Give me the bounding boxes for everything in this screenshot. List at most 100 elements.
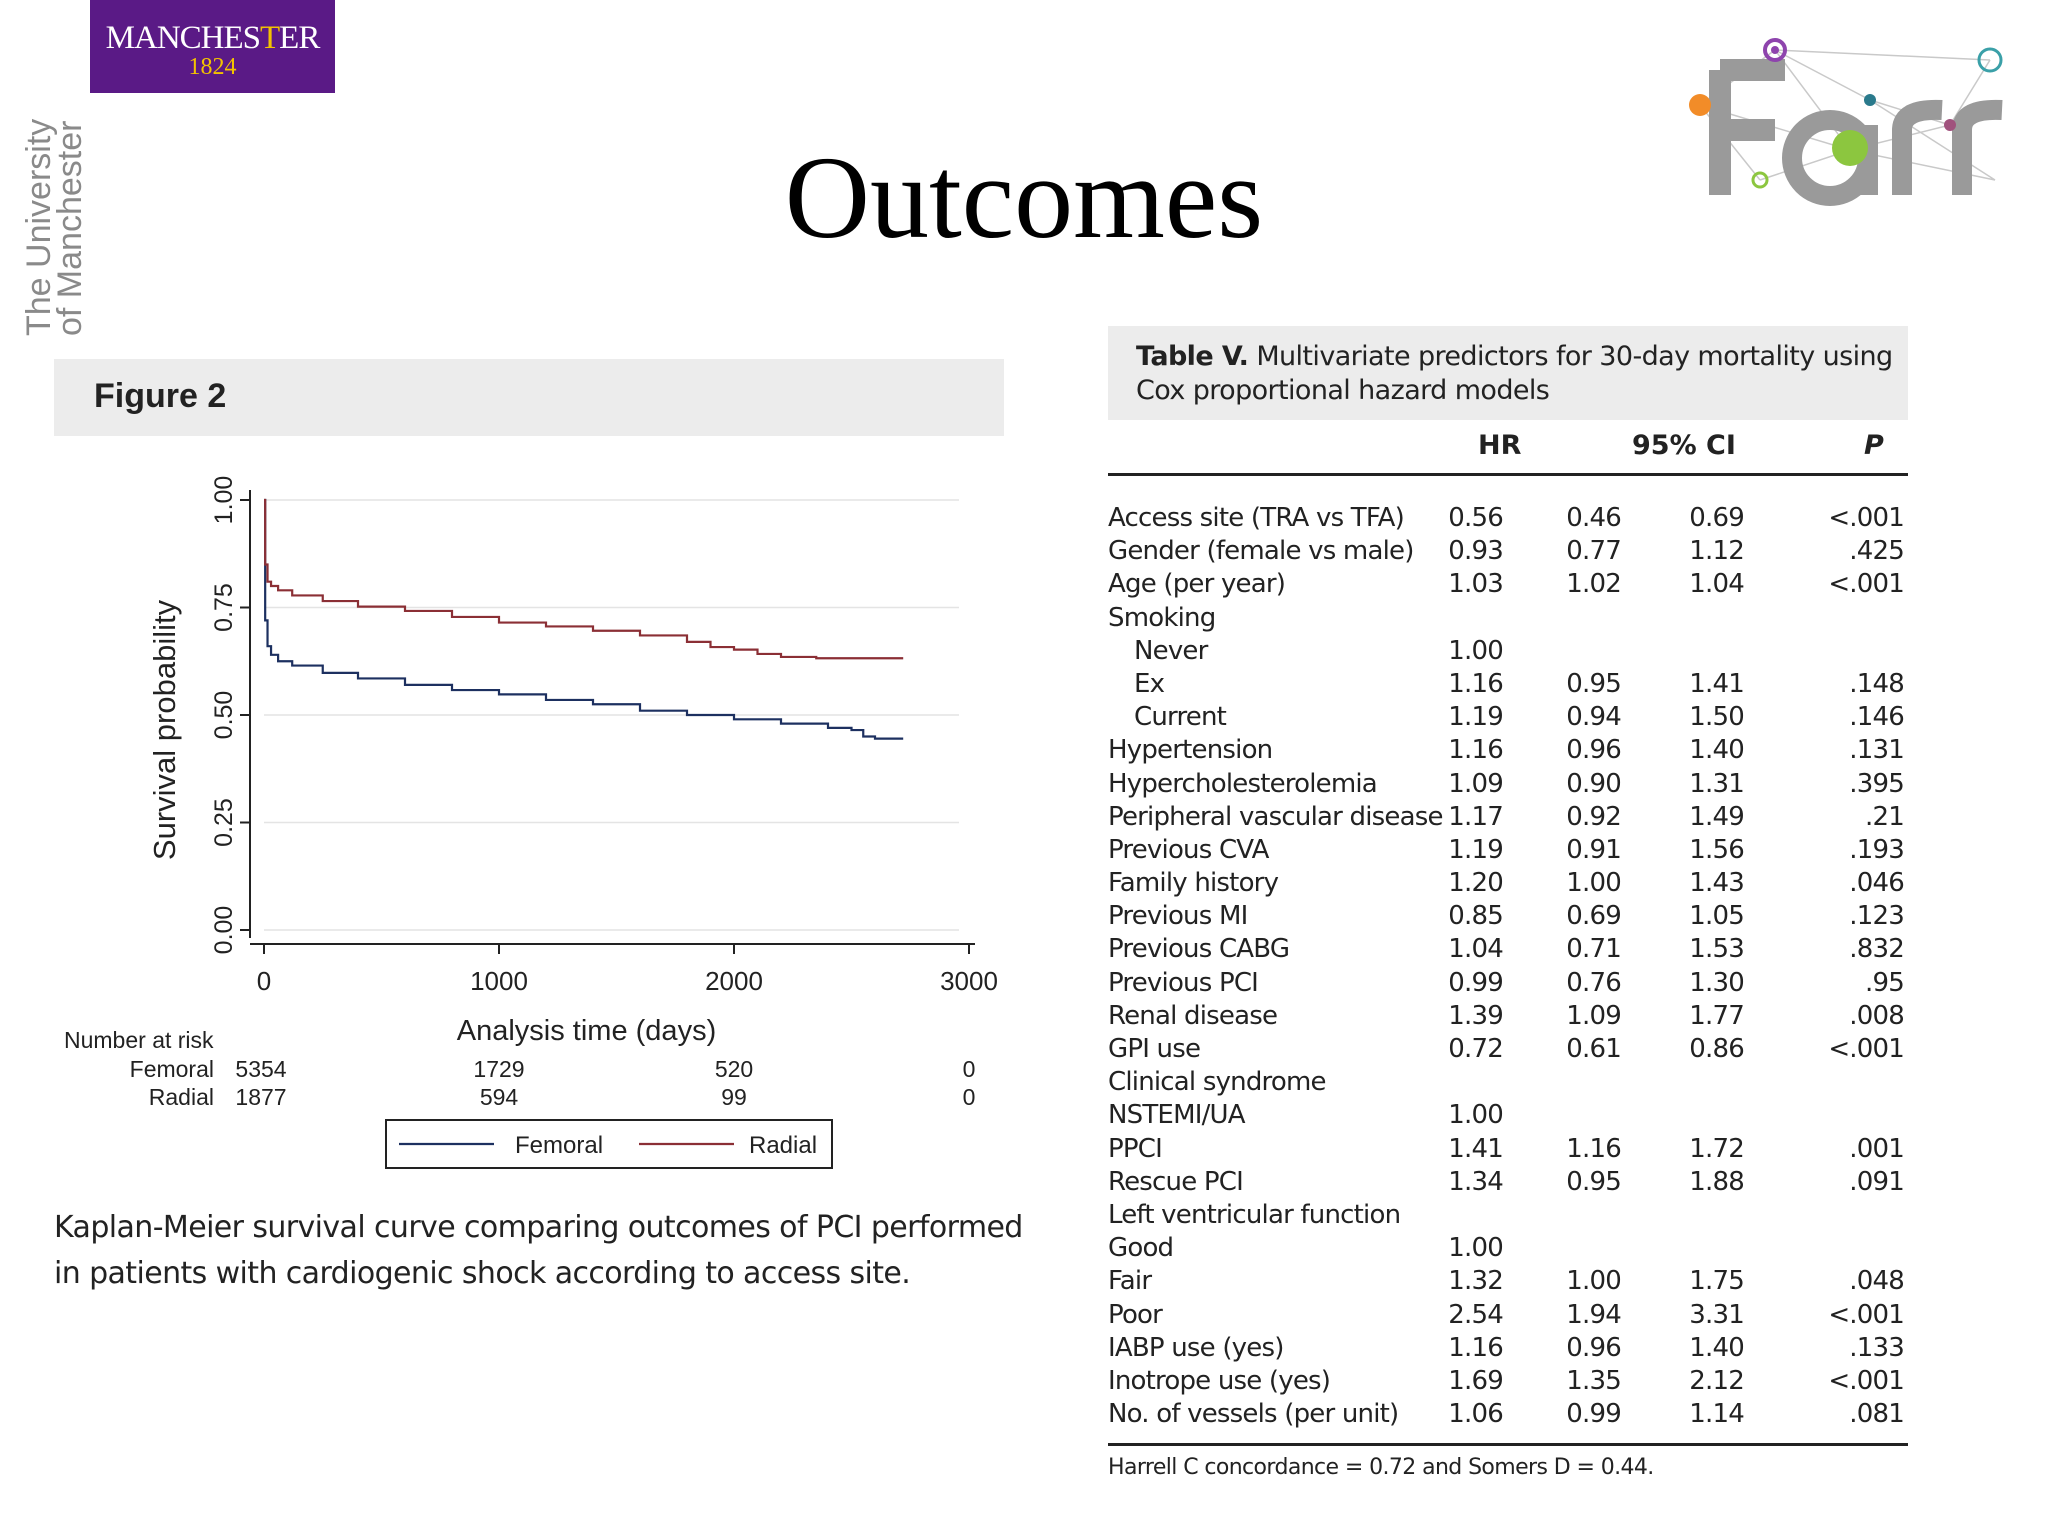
row-hr: 1.00 <box>1448 1100 1504 1131</box>
row-hr: 0.56 <box>1448 503 1504 533</box>
row-label: Ex <box>1134 668 1165 699</box>
row-ci-upper: 1.75 <box>1689 1266 1745 1297</box>
row-hr: 1.19 <box>1448 834 1504 865</box>
row-hr: 1.19 <box>1448 702 1504 733</box>
row-ci-lower: 0.77 <box>1566 536 1622 567</box>
row-label: Peripheral vascular disease <box>1108 801 1443 832</box>
row-p-value: .148 <box>1849 668 1905 699</box>
row-label: Previous MI <box>1108 901 1248 932</box>
row-hr: 1.32 <box>1448 1266 1504 1297</box>
table-label: Table V. <box>1136 341 1249 372</box>
row-ci-upper: 0.86 <box>1689 1034 1745 1064</box>
row-p-value: .395 <box>1849 768 1905 799</box>
row-hr: 1.39 <box>1448 1000 1504 1031</box>
row-ci-lower: 1.09 <box>1566 1000 1622 1031</box>
row-ci-lower: 1.94 <box>1566 1299 1622 1330</box>
row-label: Renal disease <box>1108 1000 1278 1031</box>
table-row: Hypercholesterolemia 1.09 0.90 1.31 .395 <box>1108 768 1908 801</box>
slide-title: Outcomes <box>784 132 1264 263</box>
row-hr: 1.69 <box>1448 1365 1504 1396</box>
table-row: Fair 1.32 1.00 1.75 .048 <box>1108 1265 1908 1298</box>
row-hr: 1.16 <box>1448 735 1504 766</box>
series-line-radial <box>264 498 904 660</box>
row-hr: 1.04 <box>1448 934 1504 965</box>
x-axis-title: Analysis time (days) <box>457 1015 716 1047</box>
row-ci-upper: 2.12 <box>1689 1365 1745 1396</box>
row-hr: 0.85 <box>1448 901 1504 932</box>
row-ci-lower: 0.99 <box>1566 1399 1622 1430</box>
row-ci-upper: 1.41 <box>1689 668 1745 699</box>
x-tick-label: 3000 <box>940 966 998 996</box>
row-ci-lower: 1.00 <box>1566 1266 1622 1297</box>
row-label: Hypercholesterolemia <box>1108 768 1378 799</box>
row-ci-lower: 0.95 <box>1566 1166 1622 1197</box>
row-ci-lower: 0.91 <box>1566 834 1622 865</box>
row-hr: 0.99 <box>1448 967 1504 998</box>
row-p-value: .133 <box>1849 1332 1905 1363</box>
table-row: Smoking <box>1108 602 1908 635</box>
table-row: Peripheral vascular disease 1.17 0.92 1.49.… <box>1108 801 1908 834</box>
table-footnote: Harrell C concordance = 0.72 and Somers … <box>1108 1455 1654 1480</box>
row-hr: 0.93 <box>1448 536 1504 567</box>
row-ci-upper: 1.50 <box>1689 702 1745 733</box>
row-p-value: .131 <box>1849 735 1905 766</box>
figure-label: Figure 2 <box>94 377 227 415</box>
row-ci-lower: 0.96 <box>1566 735 1622 766</box>
row-label: PPCI <box>1108 1133 1163 1164</box>
row-p-value: .123 <box>1849 901 1905 932</box>
row-p-value: <.001 <box>1828 569 1904 600</box>
risk-count: 0 <box>963 1056 976 1082</box>
x-tick-label: 0 <box>257 966 271 996</box>
row-label: Previous PCI <box>1108 967 1259 998</box>
row-hr: 1.09 <box>1448 768 1504 799</box>
row-ci-upper: 3.31 <box>1689 1299 1745 1330</box>
row-ci-lower: 0.46 <box>1566 503 1622 533</box>
table-body: Access site (TRA vs TFA) 0.56 0.46 0.69 <.00… <box>1108 502 1908 1431</box>
y-axis-title: Survival probability <box>147 599 182 860</box>
risk-count: 1877 <box>235 1084 286 1110</box>
row-ci-upper: 1.77 <box>1689 1000 1745 1031</box>
row-ci-upper: 1.12 <box>1689 536 1745 567</box>
row-p-value: <.001 <box>1828 503 1904 533</box>
series-line-femoral <box>264 498 904 740</box>
y-tick-label: 0.00 <box>210 906 238 955</box>
x-tick-label: 2000 <box>705 966 763 996</box>
row-ci-upper: 1.05 <box>1689 901 1745 932</box>
row-p-value: .832 <box>1849 934 1905 965</box>
legend-label-femoral: Femoral <box>515 1132 603 1159</box>
risk-count: 1729 <box>473 1056 524 1082</box>
row-label: Inotrope use (yes) <box>1108 1365 1331 1396</box>
row-ci-upper: 1.40 <box>1689 1332 1745 1363</box>
row-label: Smoking <box>1108 602 1216 633</box>
risk-count: 5354 <box>235 1056 286 1082</box>
risk-count: 520 <box>715 1056 753 1082</box>
university-logo: MANCHESTER 1824 <box>90 0 335 93</box>
row-label: Good <box>1108 1233 1174 1264</box>
table-row: Gender (female vs male) 0.93 0.77 1.12 .425 <box>1108 535 1908 568</box>
row-label: Never <box>1134 635 1208 666</box>
row-hr: 1.03 <box>1448 569 1504 600</box>
row-ci-lower: 1.00 <box>1566 868 1622 899</box>
row-p-value: .046 <box>1849 868 1905 899</box>
row-hr: 1.41 <box>1448 1133 1504 1164</box>
table-row: Poor 2.54 1.94 3.31 <.001 <box>1108 1299 1908 1332</box>
row-p-value: .193 <box>1849 834 1905 865</box>
row-label: Fair <box>1108 1266 1152 1297</box>
row-hr: 1.16 <box>1448 668 1504 699</box>
table-row: Previous CABG 1.04 0.71 1.53 .832 <box>1108 933 1908 966</box>
table-row: IABP use (yes) 1.16 0.96 1.40 .133 <box>1108 1332 1908 1365</box>
table-top-rule <box>1108 473 1908 476</box>
row-ci-lower: 0.96 <box>1566 1332 1622 1363</box>
row-ci-upper: 1.40 <box>1689 735 1745 766</box>
y-tick-label: 1.00 <box>210 476 238 525</box>
row-label: Age (per year) <box>1108 569 1286 600</box>
row-label: IABP use (yes) <box>1108 1332 1284 1363</box>
row-hr: 1.17 <box>1448 801 1504 832</box>
table-row: PPCI 1.41 1.16 1.72 .001 <box>1108 1133 1908 1166</box>
column-header-hr: HR <box>1478 430 1522 461</box>
row-hr: 1.34 <box>1448 1166 1504 1197</box>
risk-count: 99 <box>721 1084 747 1110</box>
table-header: Table V. Multivariate predictors for 30-d… <box>1108 326 1908 420</box>
risk-row-label: Femoral <box>130 1056 214 1082</box>
table-row: Access site (TRA vs TFA) 0.56 0.46 0.69 <.00… <box>1108 502 1908 535</box>
